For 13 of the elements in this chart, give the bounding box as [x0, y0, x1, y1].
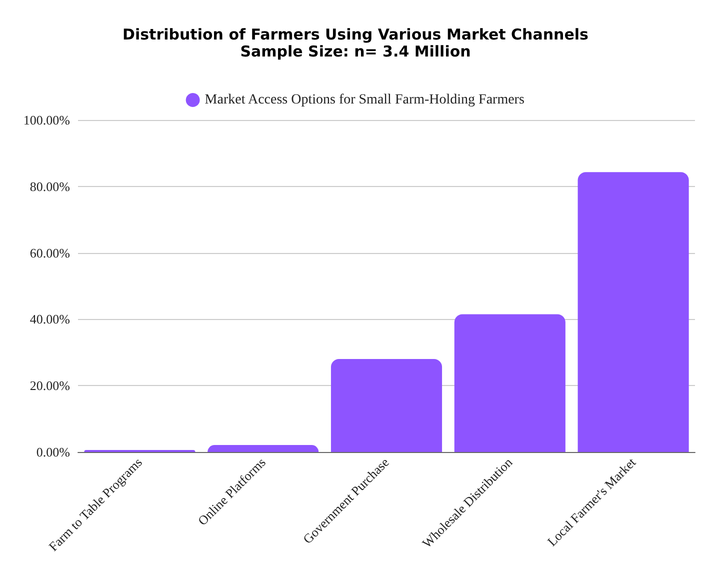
y-tick-label: 100.00% — [23, 112, 70, 128]
y-tick-label: 60.00% — [30, 245, 70, 260]
bar — [578, 172, 689, 452]
y-tick-label: 80.00% — [30, 178, 70, 194]
bar — [454, 314, 566, 452]
y-tick-label: 40.00% — [30, 312, 70, 327]
y-tick-label: 20.00% — [30, 378, 70, 394]
chart-title: Distribution of Farmers Using Various Market Channels — [122, 26, 589, 44]
chart-subtitle: Sample Size: n= 3.4 Million — [240, 42, 471, 60]
legend-label: Market Access Options for Small Farm-Holding Farmers — [204, 92, 524, 108]
bar — [208, 445, 319, 452]
bar — [330, 359, 442, 452]
y-tick-label: 0.00% — [36, 444, 70, 460]
